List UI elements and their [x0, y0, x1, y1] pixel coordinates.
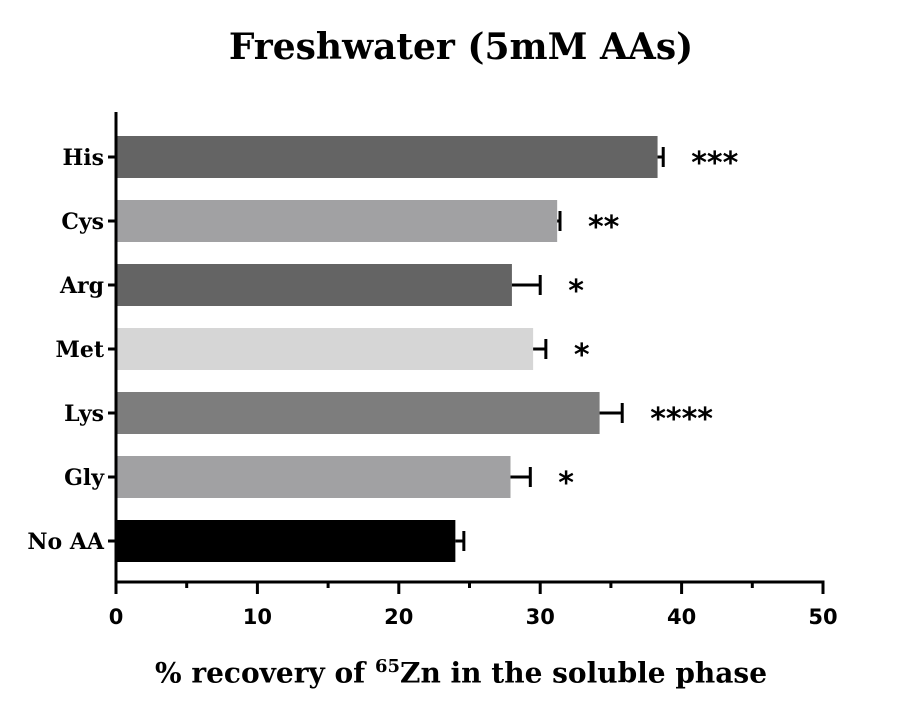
x-tick-label-0: 0 [109, 605, 124, 629]
x-axis-title-superscript: 65 [374, 656, 400, 677]
x-tick-label-10: 10 [243, 605, 272, 629]
x-axis-title-prefix: % recovery of [154, 656, 375, 690]
category-label-met: Met [55, 337, 104, 363]
category-label-cys: Cys [61, 209, 104, 235]
bar-no-aa [116, 520, 456, 562]
significance-label-arg: * [568, 274, 584, 309]
bar-his [116, 136, 658, 178]
category-label-gly: Gly [64, 465, 105, 491]
x-tick-label-50: 50 [808, 605, 837, 629]
significance-label-his: *** [691, 146, 738, 181]
x-axis-title: % recovery of 65Zn in the soluble phase [0, 656, 922, 689]
bar-arg [116, 264, 512, 306]
x-tick-label-20: 20 [384, 605, 413, 629]
axes [108, 112, 825, 594]
significance-label-met: * [574, 338, 590, 373]
chart-title: Freshwater (5mM AAs) [228, 26, 694, 68]
significance-label-gly: * [558, 466, 574, 501]
bar-cys [116, 200, 558, 242]
significance-label-lys: **** [650, 402, 713, 437]
x-tick-label-40: 40 [667, 605, 696, 629]
bar-met [116, 328, 534, 370]
bar-gly [116, 456, 511, 498]
x-axis-title-suffix: Zn in the soluble phase [400, 656, 768, 690]
x-tick-label-30: 30 [526, 605, 555, 629]
labels: His *** Cys ** Arg * Met * Lys **** Gly * No AA 0 10 20… [27, 145, 837, 629]
category-label-lys: Lys [64, 401, 104, 427]
category-label-arg: Arg [59, 273, 104, 299]
category-label-his: His [62, 145, 104, 171]
category-label-no-aa: No AA [27, 529, 105, 555]
significance-label-cys: ** [588, 210, 620, 245]
bars [116, 136, 665, 562]
bar-lys [116, 392, 600, 434]
